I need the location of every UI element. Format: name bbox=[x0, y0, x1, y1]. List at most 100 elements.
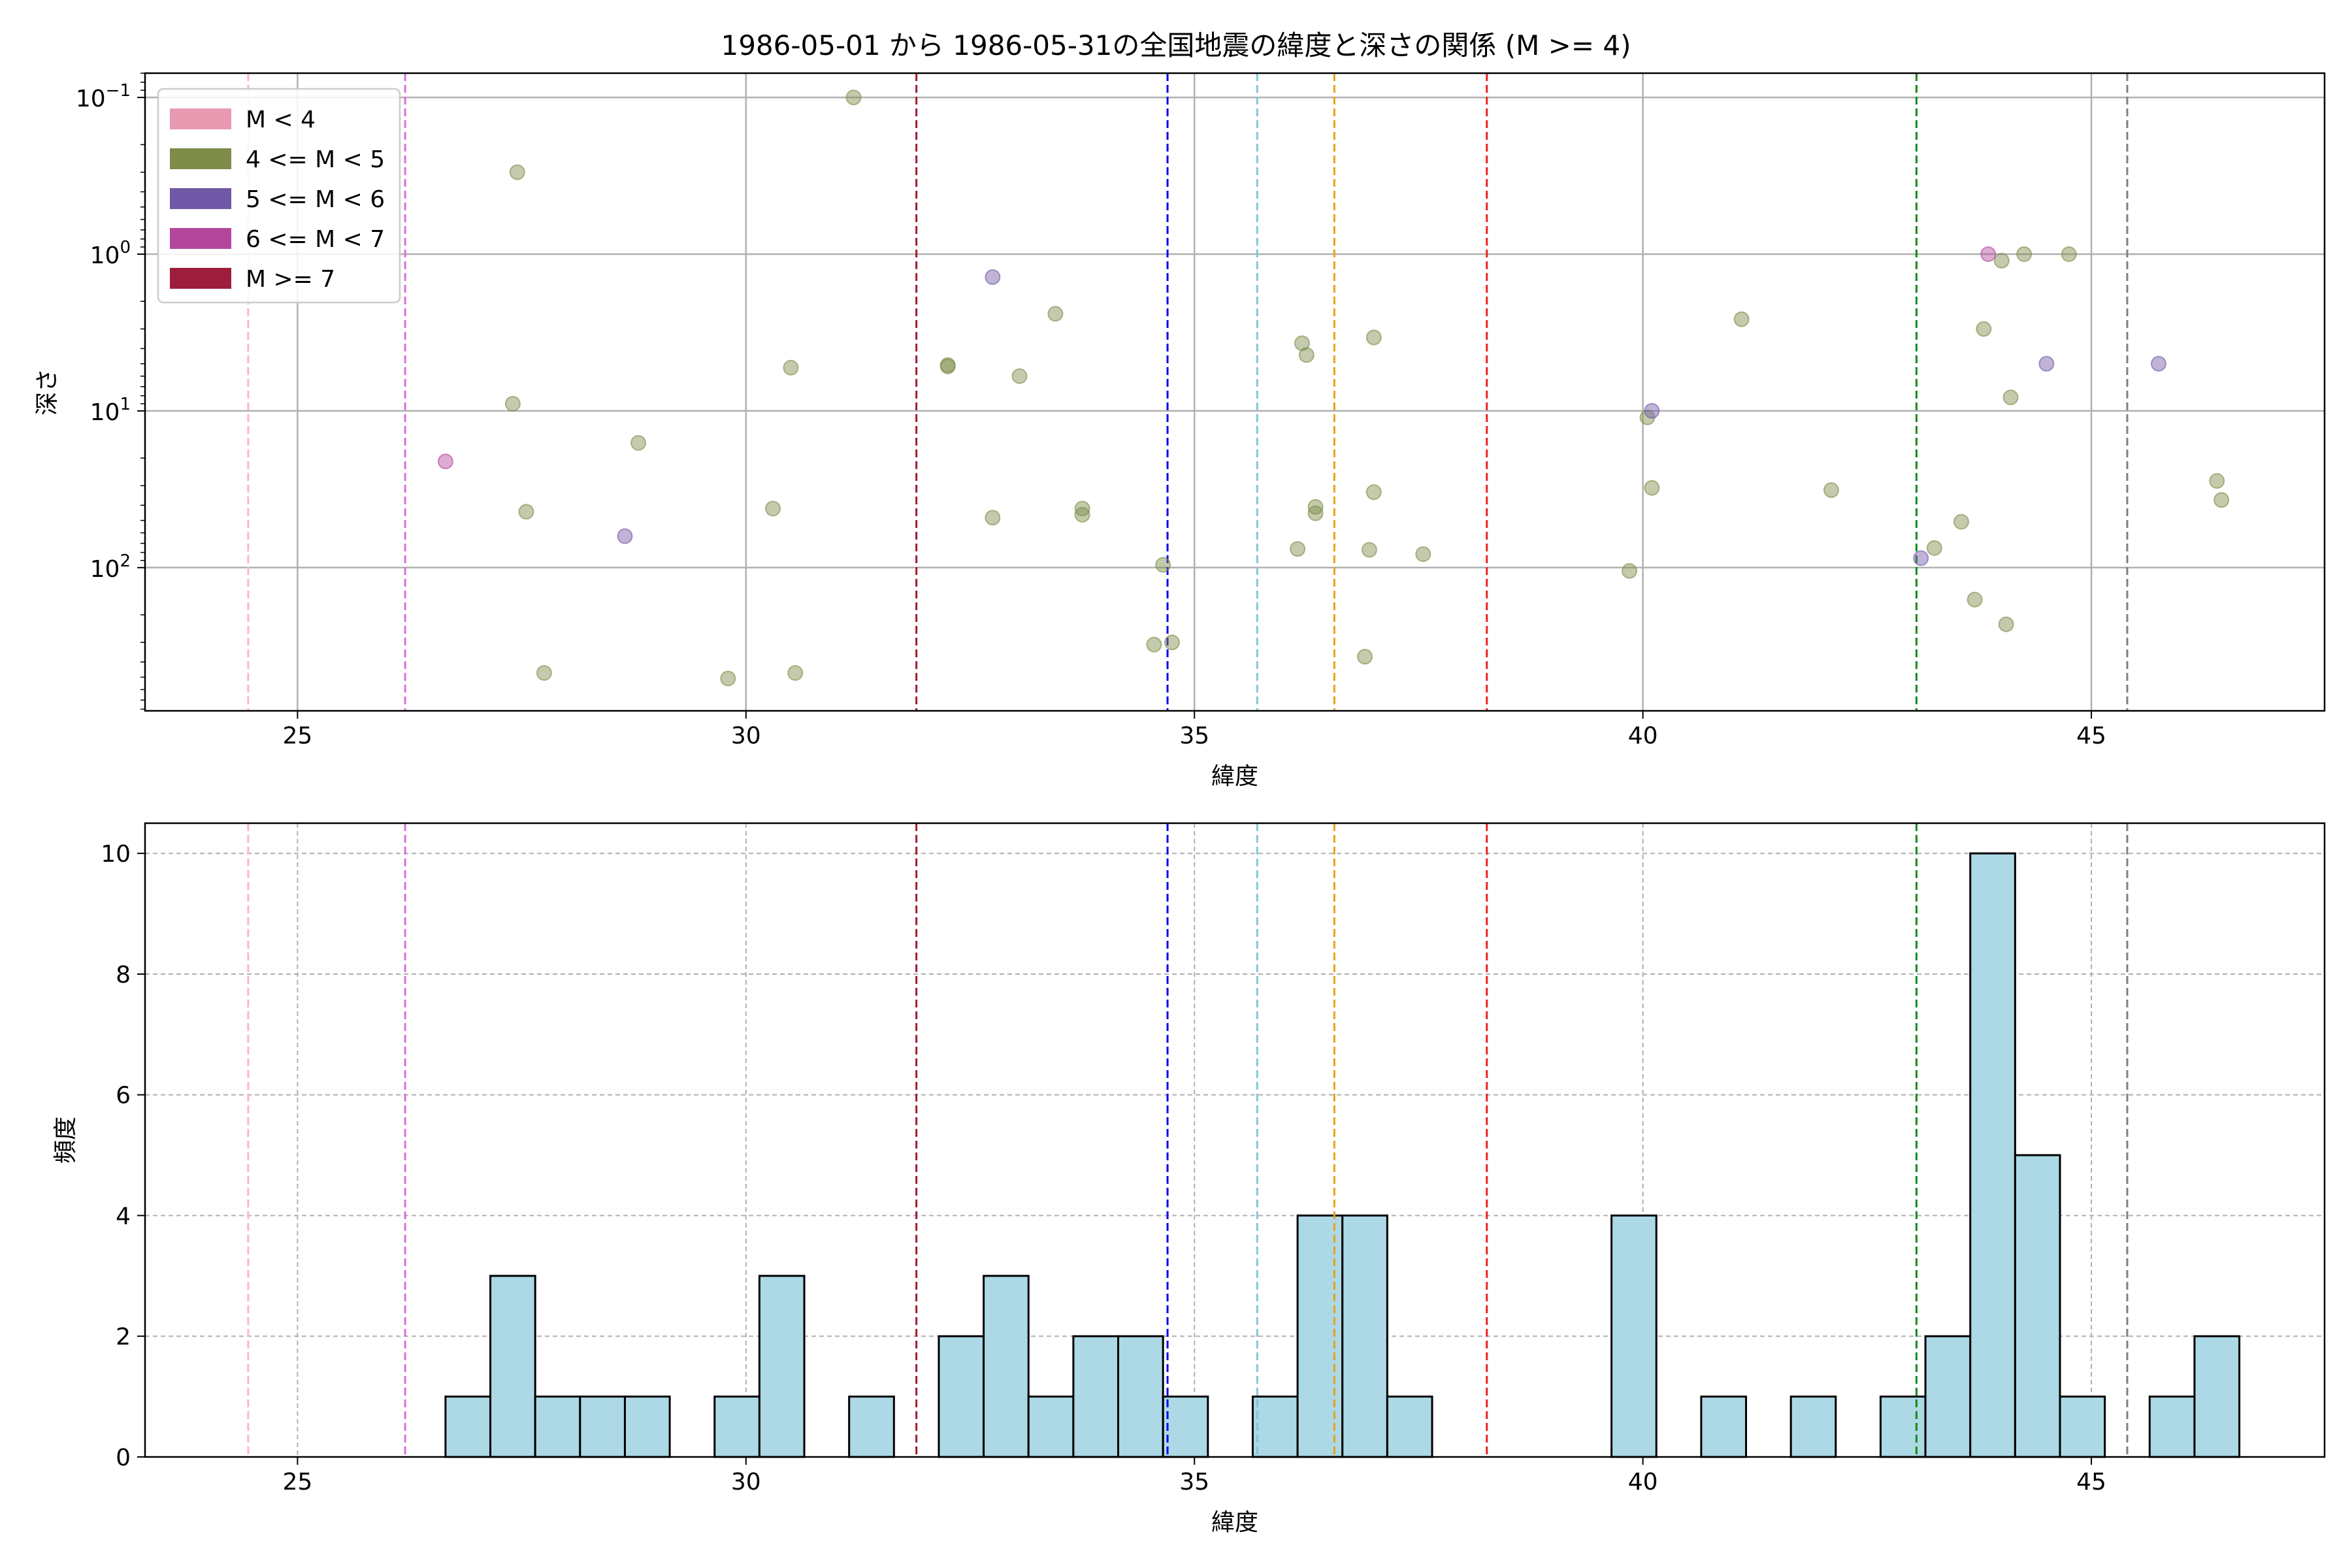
scatter-point bbox=[437, 453, 453, 470]
scatter-point bbox=[720, 670, 736, 687]
scatter-point bbox=[1011, 368, 1028, 384]
chart-title: 1986-05-01 から 1986-05-31の全国地震の緯度と深さの関係 (… bbox=[721, 29, 1631, 61]
histogram-bar bbox=[1027, 1396, 1075, 1458]
scatter-point bbox=[2061, 246, 2077, 263]
scatter-point bbox=[939, 358, 956, 374]
x-tick-label: 30 bbox=[731, 723, 761, 749]
scatter-point bbox=[845, 90, 862, 106]
histogram-bar bbox=[1117, 1335, 1164, 1458]
histogram-bar bbox=[534, 1396, 581, 1458]
scatter-point bbox=[1365, 484, 1382, 500]
scatter-point bbox=[1290, 541, 1306, 557]
histogram-bar bbox=[1341, 1214, 1388, 1458]
scatter-point bbox=[1307, 505, 1324, 521]
scatter-point bbox=[1365, 329, 1382, 346]
histogram-panel: 25 30 35 40 45 0 2 4 6 8 10 緯度 頻度 bbox=[52, 822, 2326, 1536]
scatter-point bbox=[630, 434, 647, 451]
legend-box bbox=[157, 88, 401, 304]
scatter-point bbox=[1361, 542, 1377, 558]
scatter-point bbox=[504, 395, 521, 412]
scatter-point bbox=[1967, 591, 1983, 608]
y-tick-label: 101 bbox=[90, 395, 131, 426]
scatter-y-axis-label: 深さ bbox=[34, 368, 61, 416]
histogram-bar bbox=[1789, 1396, 1837, 1458]
histogram-y-axis-label: 頻度 bbox=[52, 1117, 79, 1164]
scatter-point bbox=[1644, 480, 1660, 496]
legend-swatch bbox=[170, 228, 231, 249]
scatter-point bbox=[2213, 492, 2230, 508]
scatter-point bbox=[764, 500, 781, 517]
histogram-bar bbox=[1700, 1396, 1748, 1458]
scatter-panel: 25 30 35 40 45 10−1 100 101 102 緯度 深さ M < 4 4 <= M <… bbox=[34, 72, 2326, 790]
scatter-point bbox=[1307, 498, 1324, 515]
histogram-bar bbox=[2014, 1154, 2061, 1458]
histogram-bar bbox=[1924, 1335, 1972, 1458]
scatter-point bbox=[787, 665, 804, 681]
histogram-bar bbox=[444, 1396, 492, 1458]
scatter-point bbox=[1298, 347, 1315, 363]
y-tick-label: 102 bbox=[90, 551, 131, 583]
scatter-point bbox=[1074, 506, 1090, 523]
scatter-point bbox=[536, 665, 552, 681]
x-tick-label: 45 bbox=[2076, 1469, 2106, 1495]
y-tick-label: 100 bbox=[90, 238, 131, 269]
scatter-point bbox=[1976, 321, 1992, 337]
scatter-point bbox=[1733, 311, 1750, 327]
scatter-x-axis-label: 緯度 bbox=[1211, 763, 1258, 790]
y-tick-label: 4 bbox=[116, 1203, 131, 1230]
scatter-point bbox=[783, 359, 799, 376]
scatter-point bbox=[1953, 514, 1969, 530]
x-tick-label: 35 bbox=[1179, 723, 1209, 749]
histogram-bar bbox=[1610, 1214, 1658, 1458]
scatter-point bbox=[2038, 355, 2055, 372]
histogram-bar bbox=[938, 1335, 985, 1458]
scatter-point bbox=[1926, 540, 1942, 556]
y-tick-label: 0 bbox=[116, 1445, 131, 1471]
histogram-bar bbox=[1072, 1335, 1120, 1458]
scatter-point bbox=[2002, 389, 2019, 406]
scatter-point bbox=[985, 510, 1001, 526]
histogram-bar bbox=[1969, 852, 2016, 1458]
scatter-point bbox=[1357, 649, 1373, 665]
scatter-point bbox=[2016, 246, 2033, 263]
scatter-axes-frame bbox=[144, 72, 2326, 712]
histogram-bar bbox=[758, 1275, 806, 1458]
y-tick-label: 10−1 bbox=[76, 81, 131, 112]
y-tick-label: 8 bbox=[116, 962, 131, 988]
scatter-point bbox=[509, 164, 525, 180]
histogram-bar bbox=[713, 1396, 760, 1458]
histogram-bar bbox=[1879, 1396, 1927, 1458]
histogram-bar bbox=[848, 1396, 895, 1458]
histogram-bar bbox=[1251, 1396, 1299, 1458]
scatter-point bbox=[1164, 634, 1180, 651]
scatter-point bbox=[1622, 563, 1638, 579]
x-tick-label: 25 bbox=[282, 1469, 312, 1495]
legend-label: 6 <= M < 7 bbox=[246, 226, 385, 253]
scatter-point bbox=[2151, 355, 2167, 372]
histogram-bar bbox=[1386, 1396, 1433, 1458]
histogram-bar bbox=[983, 1275, 1030, 1458]
histogram-bar bbox=[2193, 1335, 2241, 1458]
legend-label: M < 4 bbox=[246, 106, 316, 133]
y-tick-label: 6 bbox=[116, 1083, 131, 1109]
scatter-point bbox=[1047, 306, 1064, 322]
scatter-point bbox=[1998, 616, 2014, 632]
scatter-point bbox=[1644, 402, 1660, 419]
legend-swatch bbox=[170, 268, 231, 289]
scatter-point bbox=[1146, 636, 1162, 653]
scatter-point bbox=[1823, 482, 1839, 498]
histogram-x-axis-label: 緯度 bbox=[1211, 1509, 1258, 1536]
y-tick-label: 2 bbox=[116, 1324, 131, 1350]
legend-label: 4 <= M < 5 bbox=[246, 146, 385, 173]
legend-swatch bbox=[170, 108, 231, 129]
legend-label: M >= 7 bbox=[246, 266, 335, 293]
histogram-bar bbox=[489, 1275, 536, 1458]
scatter-point bbox=[1980, 246, 1997, 263]
x-tick-label: 35 bbox=[1179, 1469, 1209, 1495]
scatter-point bbox=[518, 504, 534, 520]
legend-label: 5 <= M < 6 bbox=[246, 186, 385, 213]
histogram-bar bbox=[623, 1396, 671, 1458]
x-tick-label: 40 bbox=[1628, 1469, 1658, 1495]
x-tick-label: 30 bbox=[731, 1469, 761, 1495]
scatter-point bbox=[617, 528, 633, 544]
